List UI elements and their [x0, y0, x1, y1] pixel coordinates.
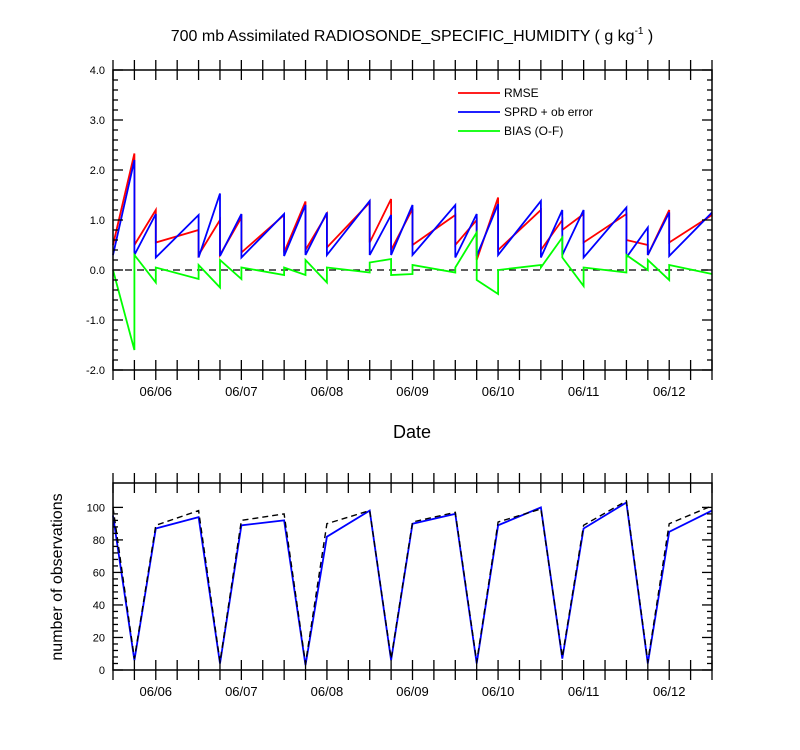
- y-tick-label: 0.0: [90, 265, 105, 277]
- x-tick-label: 06/09: [396, 684, 429, 699]
- series-line-possible-observations: [112, 499, 713, 664]
- x-tick-label: 06/09: [396, 384, 429, 399]
- x-tick-label: 06/07: [225, 384, 258, 399]
- y-tick-label: 40: [93, 600, 105, 612]
- y-tick-label: 80: [93, 535, 105, 547]
- y-tick-label: 2.0: [90, 165, 105, 177]
- x-tick-label: 06/12: [653, 384, 686, 399]
- x-tick-label: 06/10: [482, 384, 515, 399]
- y-tick-label: 1.0: [90, 215, 105, 227]
- bottom-y-axis-label: number of observations: [49, 493, 66, 660]
- x-tick-label: 06/11: [568, 684, 600, 699]
- top-series-lines: [112, 153, 713, 351]
- x-tick-label: 06/10: [482, 684, 515, 699]
- bottom-chart: 0 20 40 60 80 100 06/06 06/07 06/08 06/09 06/10 06/…: [49, 473, 713, 699]
- y-tick-label: 20: [93, 632, 105, 644]
- x-tick-label: 06/08: [311, 384, 344, 399]
- legend-label: SPRD + ob error: [504, 105, 593, 119]
- bottom-plot-frame: [112, 482, 713, 671]
- y-tick-label: 60: [93, 567, 105, 579]
- y-tick-label: 3.0: [90, 115, 105, 127]
- bottom-series-lines: [112, 499, 713, 666]
- chart-title-end: ): [643, 28, 653, 45]
- top-axes: -2.0 -1.0 0.0 1.0 2.0 3.0 4.0 06/06 06/07 06/08 06…: [86, 60, 713, 399]
- chart-title-superscript: -1: [635, 26, 644, 37]
- x-tick-label: 06/12: [653, 684, 686, 699]
- y-tick-label: -2.0: [86, 365, 105, 377]
- y-tick-label: -1.0: [86, 315, 105, 327]
- series-line-assimilated-observations: [112, 501, 713, 666]
- legend-label: RMSE: [504, 86, 539, 100]
- x-tick-label: 06/08: [311, 684, 344, 699]
- x-tick-label: 06/06: [140, 684, 173, 699]
- series-line-bias-o-f-: [112, 229, 713, 351]
- top-x-axis-label: Date: [393, 422, 431, 442]
- bottom-axes: 0 20 40 60 80 100 06/06 06/07 06/08 06/09 06/10 06/…: [87, 473, 713, 699]
- y-tick-label: 0: [99, 665, 105, 677]
- top-chart: 700 mb Assimilated RADIOSONDE_SPECIFIC_H…: [86, 26, 713, 442]
- x-tick-label: 06/11: [568, 384, 600, 399]
- chart-title-text: 700 mb Assimilated RADIOSONDE_SPECIFIC_H…: [171, 28, 635, 45]
- chart-title: 700 mb Assimilated RADIOSONDE_SPECIFIC_H…: [171, 26, 654, 45]
- y-tick-label: 100: [87, 502, 105, 514]
- series-line-sprd-ob-error: [112, 159, 713, 261]
- x-tick-label: 06/07: [225, 684, 258, 699]
- legend-label: BIAS (O-F): [504, 124, 563, 138]
- x-tick-label: 06/06: [140, 384, 173, 399]
- legend: RMSE SPRD + ob error BIAS (O-F): [458, 86, 593, 138]
- y-tick-label: 4.0: [90, 65, 105, 77]
